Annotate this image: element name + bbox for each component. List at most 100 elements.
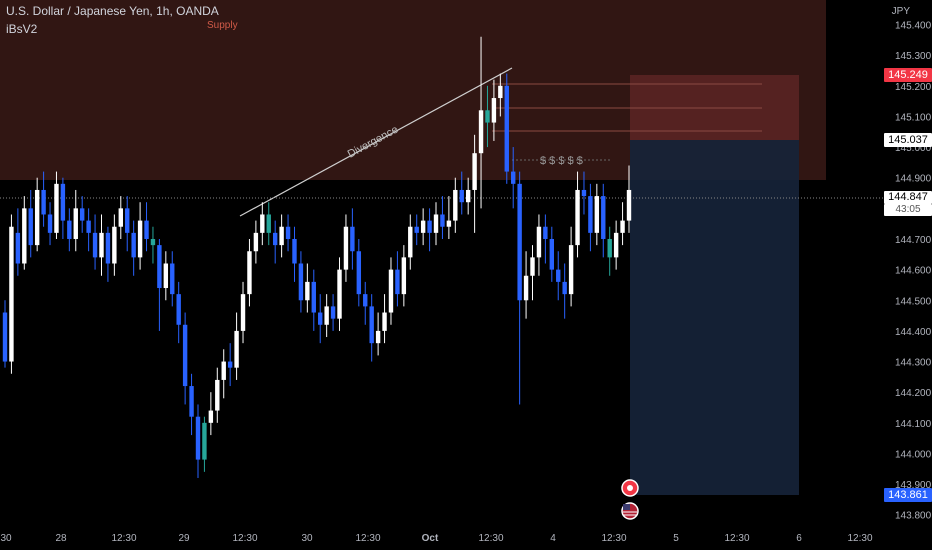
price-tick-label: 144.700 (895, 235, 932, 246)
stop-tag: 145.037 (884, 133, 932, 147)
time-tick-label: 30 (301, 533, 313, 544)
candle-body (613, 232, 619, 258)
candle-body (465, 189, 471, 203)
candle-body (485, 110, 490, 123)
candle-body (523, 275, 529, 301)
price-tick-label: 144.500 (895, 296, 932, 307)
candle-body (504, 85, 509, 172)
candle-body (292, 238, 297, 264)
candle-body (137, 220, 143, 258)
price-tick-label: 145.100 (895, 112, 932, 123)
candle-body (176, 294, 181, 325)
candle-body (99, 232, 104, 258)
candle-body (568, 245, 574, 295)
time-tick-label: 6 (796, 533, 802, 544)
price-tick-label: 144.600 (895, 266, 932, 277)
candle-body (240, 294, 246, 331)
candle-body (491, 98, 497, 123)
candle-body (208, 410, 214, 423)
candle-body (298, 263, 304, 301)
candle-body (118, 208, 123, 227)
candle-body (369, 306, 374, 344)
candle-body (22, 208, 27, 264)
time-tick-label: 12:30 (232, 533, 257, 544)
time-axis[interactable] (0, 527, 932, 550)
candle-body (620, 220, 625, 233)
candle-body (41, 189, 46, 215)
price-tick-label: 144.200 (895, 388, 932, 399)
candle-body (285, 226, 291, 239)
candle-body (150, 238, 156, 246)
candle-body (530, 257, 535, 276)
candle-body (195, 416, 201, 460)
last-price-tag: 144.847 (884, 191, 932, 204)
price-tick-label: 145.400 (895, 21, 932, 32)
price-axis[interactable] (884, 0, 932, 527)
candle-body (227, 361, 233, 368)
candle-body (363, 294, 368, 307)
candle-body (601, 196, 606, 239)
candle-body (343, 226, 349, 270)
candle-body (105, 232, 111, 264)
candle-body (54, 183, 59, 233)
candle-body (112, 226, 117, 264)
indicator-name[interactable]: iBsV2 (6, 22, 38, 36)
currency-label: JPY (891, 6, 910, 17)
candle-body (157, 245, 162, 289)
candle-body (408, 226, 413, 258)
candle-body (279, 226, 284, 246)
candle-body (131, 232, 136, 258)
candle-body (305, 281, 310, 301)
candle-body (15, 232, 21, 264)
time-tick-label: 12:30 (847, 533, 872, 544)
candle-body (2, 312, 8, 362)
candle-body (34, 189, 40, 246)
candle-body (594, 196, 600, 233)
candle-body (247, 251, 252, 295)
candle-body (163, 263, 169, 289)
time-tick-label: 4 (550, 533, 556, 544)
candle-body (86, 220, 91, 233)
candle-body (453, 189, 458, 221)
candle-body (607, 238, 612, 258)
candle-body (79, 208, 85, 221)
supply-label: Supply (207, 20, 238, 31)
time-tick-label: 12:30 (111, 533, 136, 544)
candle-body (356, 251, 362, 295)
candle-body (498, 85, 503, 99)
price-tick-label: 144.000 (895, 449, 932, 460)
event-marker-dot (627, 485, 633, 491)
candle-body (543, 226, 548, 239)
price-tick-label: 144.300 (895, 358, 932, 369)
time-tick-label: 12:30 (601, 533, 626, 544)
candle-body (459, 189, 464, 203)
candle-body (446, 220, 452, 227)
symbol-title[interactable]: U.S. Dollar / Japanese Yen, 1h, OANDA (6, 4, 219, 18)
candle-body (388, 269, 394, 313)
time-tick-label: 29 (178, 533, 190, 544)
candle-body (511, 171, 516, 184)
candle-body (414, 226, 419, 233)
candle-body (401, 257, 407, 295)
candle-body (478, 110, 484, 154)
candle-body (28, 208, 33, 246)
time-tick-label: Oct (422, 533, 439, 544)
candle-body (382, 312, 387, 331)
candle-body (536, 226, 542, 258)
candle-body (92, 232, 98, 258)
candle-body (427, 220, 432, 233)
price-tick-label: 144.900 (895, 174, 932, 185)
candle-body (395, 269, 400, 295)
candle-body (67, 220, 72, 239)
price-tick-label: 144.400 (895, 327, 932, 338)
countdown-tag: 43:05 (884, 204, 932, 216)
candle-body (272, 232, 278, 246)
candle-body (375, 330, 381, 344)
candle-body (549, 238, 555, 270)
divergence-line[interactable] (239, 67, 513, 217)
candle-body (215, 379, 220, 411)
candle-body (60, 183, 66, 221)
position-reward-box[interactable] (630, 140, 799, 495)
candle-body (73, 208, 78, 239)
